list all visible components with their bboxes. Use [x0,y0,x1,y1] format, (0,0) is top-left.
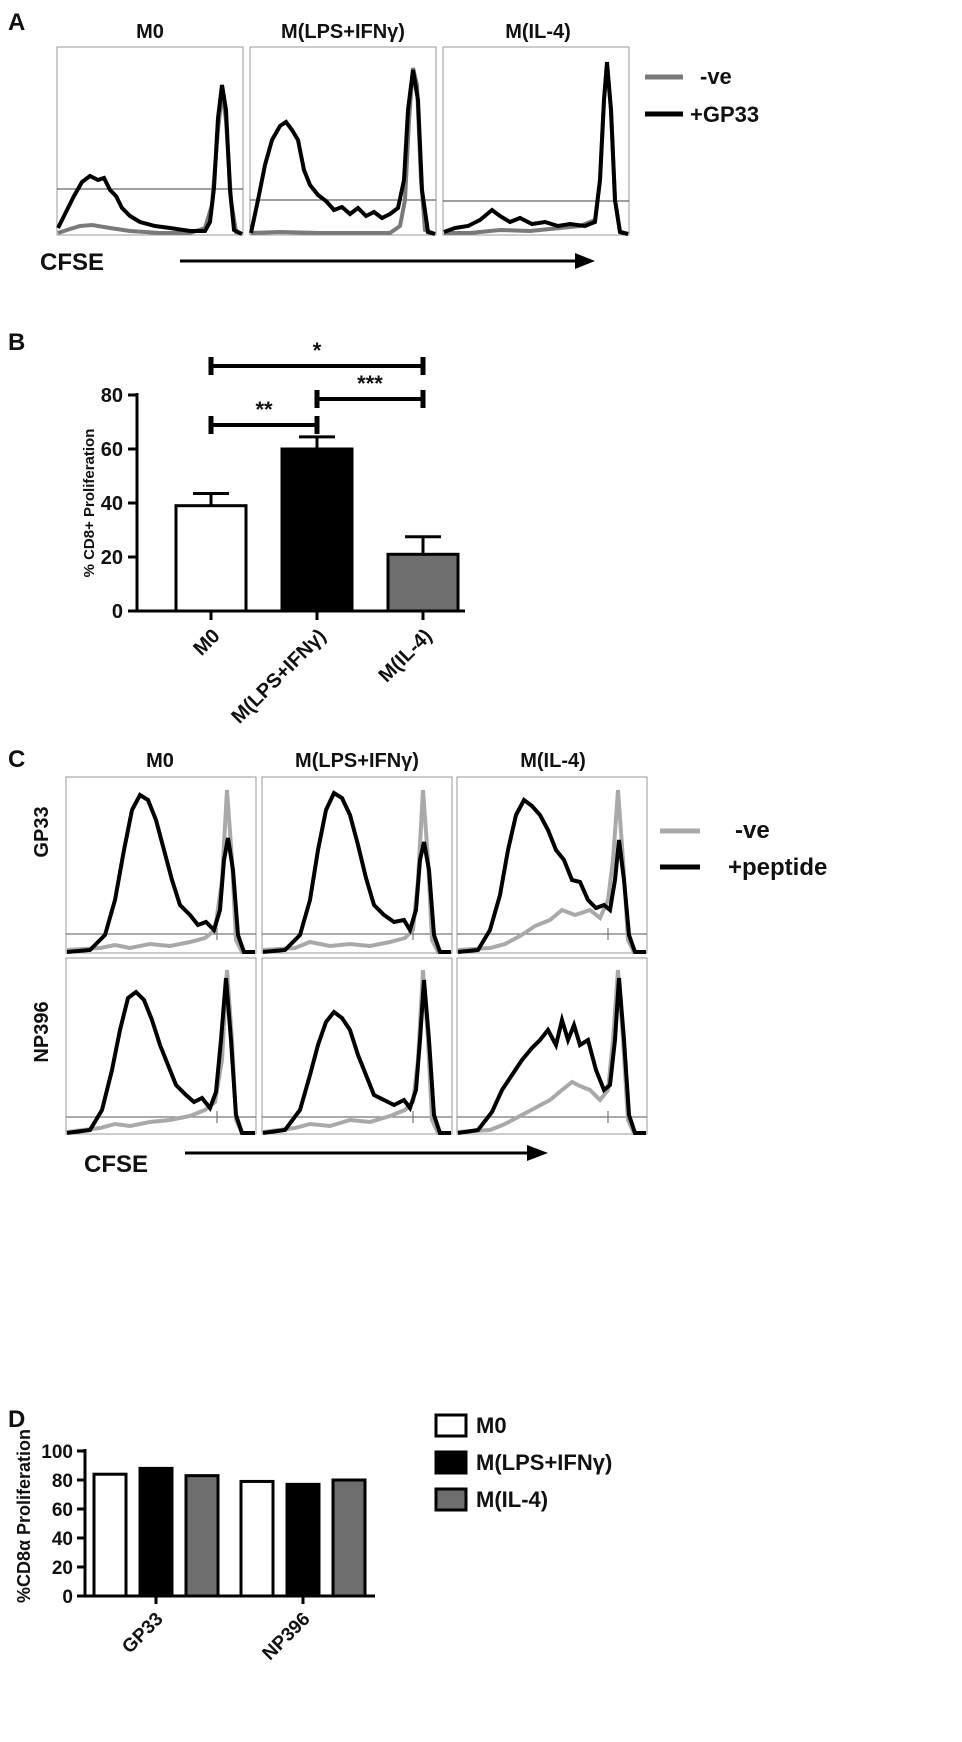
panel-d-y-tick-label-40: 40 [52,1529,73,1550]
panel-c-cfse-label: CFSE [84,1151,148,1178]
panel-c-trace-pep-gp33-m0 [66,792,255,954]
panel-c-histogram-np396-m-il4 [456,957,648,1135]
panel-c-histogram-gp33-m-il4 [456,776,648,954]
panel-d-y-tick-label-20: 20 [52,1558,73,1579]
panel-c-title-m-lps-ifng: M(LPS+IFNγ) [295,750,419,772]
panel-c-row-label-np396: NP396 [31,1001,53,1062]
panel-b: B 0 20 40 60 80 % CD8+ Proliferation M0 M(LPS+I… [8,329,465,728]
panel-d-bar-gp33-m-il-4 [184,1474,220,1598]
panel-b-significance-label-1: ** [255,397,273,422]
panel-d-letter: D [8,1406,25,1433]
panel-c-cfse-arrow-head [527,1145,548,1161]
panel-a-trace-gp33-m-lps-ifng [249,69,436,236]
panel-b-x-label-m-lps-ifn: M(LPS+IFNγ) [227,625,330,728]
panel-c-trace-pep-np396-m0 [66,977,255,1135]
panel-a-trace-gp33-m-il4 [443,61,629,236]
panel-b-y-tick-label-40: 40 [101,493,123,515]
panel-a-title-m-lps-ifng: M(LPS+IFNγ) [281,21,405,43]
panel-d: D 0 20 40 60 80 100 %CD8α Proliferation GP33 NP3… [8,1406,612,1665]
panel-a-histogram-m0 [56,46,244,236]
panel-d-bar-gp33-m0 [92,1472,128,1598]
panel-c-trace-neg-gp33-m0 [66,789,255,954]
panel-c-legend-label-peptide: +peptide [728,854,827,881]
panel-a-letter: A [8,9,25,36]
panel-d-legend-label-m-lps-ifn: M(LPS+IFNγ) [476,1450,612,1475]
panel-a-histogram-m-il4 [442,46,630,236]
panel-d-legend-swatch-m0 [434,1413,468,1438]
panel-c-row-label-gp33: GP33 [31,806,53,857]
panel-d-y-tick-label-80: 80 [52,1471,73,1492]
panel-c-title-m-il4: M(IL-4) [520,750,586,772]
panel-b-significance-label-0: * [313,338,322,363]
panel-d-legend-swatch-m-lps-ifn [434,1450,468,1475]
panel-c-gate-gp33-m-lps-ifng [262,928,452,940]
panel-d-bar-np396-m0 [239,1479,275,1598]
panel-c-histogram-gp33-m-lps-ifng [261,776,453,954]
panel-b-y-axis-label: % CD8+ Proliferation [81,429,98,578]
panel-c-letter: C [8,746,25,773]
panel-b-bar-m-il-4 [386,552,460,613]
panel-d-y-tick-label-100: 100 [41,1442,73,1463]
panel-c-histogram-gp33-m0 [65,776,257,954]
panel-d-y-tick-label-0: 0 [62,1587,73,1608]
panel-b-x-label-m0: M0 [189,625,224,660]
panel-d-legend-label-m-il-4: M(IL-4) [476,1487,548,1512]
panel-c-trace-pep-gp33-m-il4 [457,797,646,954]
panel-d-bar-gp33-m-lps-ifn [138,1466,174,1598]
panel-d-bar-np396-m-lps-ifn [285,1482,321,1598]
panel-a-legend-label-gp33: +GP33 [690,102,759,127]
panel-c: C M0 M(LPS+IFNγ) M(IL-4) GP33 NP396 [8,746,827,1178]
panel-a-cfse-label: CFSE [40,249,104,276]
panel-c-trace-pep-gp33-m-lps-ifng [262,790,451,954]
panel-a: A M0 M(LPS+IFNγ) M(IL-4) -ve +GP33 CFSE [8,9,759,276]
panel-a-trace-gp33-m0 [56,84,243,236]
panel-c-trace-pep-np396-m-il4 [457,977,646,1135]
panel-b-y-tick-label-80: 80 [101,385,123,407]
panel-b-chart: 0 20 40 60 80 % CD8+ Proliferation M0 M(LPS+IFN… [81,338,465,728]
panel-b-y-tick-label-20: 20 [101,547,123,569]
panel-c-trace-pep-np396-m-lps-ifng [262,979,451,1135]
panel-c-trace-neg-gp33-m-lps-ifng [262,789,451,954]
panel-b-significance-label-2: *** [357,371,383,396]
panel-d-chart: 0 20 40 60 80 100 %CD8α Proliferation GP33 NP396… [14,1413,612,1665]
panel-d-legend-swatch-m-il-4 [434,1487,468,1512]
panel-b-bar-m0 [174,504,248,613]
panel-b-letter: B [8,329,25,356]
panel-c-gate-gp33-m0 [66,928,256,940]
panel-b-y-tick-label-60: 60 [101,439,123,461]
panel-d-x-label-gp33: GP33 [118,1609,167,1658]
panel-b-x-label-m-il-4: M(IL-4) [375,625,437,687]
panel-a-cfse-arrow-head [575,253,595,269]
panel-d-y-tick-label-60: 60 [52,1500,73,1521]
panel-b-bar-m-lps-ifn [280,447,354,613]
panel-c-histogram-np396-m0 [65,957,257,1135]
panel-a-title-m-il4: M(IL-4) [505,21,571,43]
panel-d-legend-label-m0: M0 [476,1413,507,1438]
panel-a-title-m0: M0 [136,21,164,43]
panel-b-y-tick-label-0: 0 [112,601,123,623]
panel-a-legend-label-neg: -ve [700,64,732,89]
panel-c-title-m0: M0 [146,750,174,772]
panel-d-bar-np396-m-il-4 [331,1478,367,1598]
panel-d-x-label-np396: NP396 [259,1609,315,1665]
panel-c-legend-label-neg: -ve [735,817,770,844]
panel-c-histogram-np396-m-lps-ifng [261,957,453,1135]
panel-d-y-axis-label: %CD8α Proliferation [14,1429,34,1603]
